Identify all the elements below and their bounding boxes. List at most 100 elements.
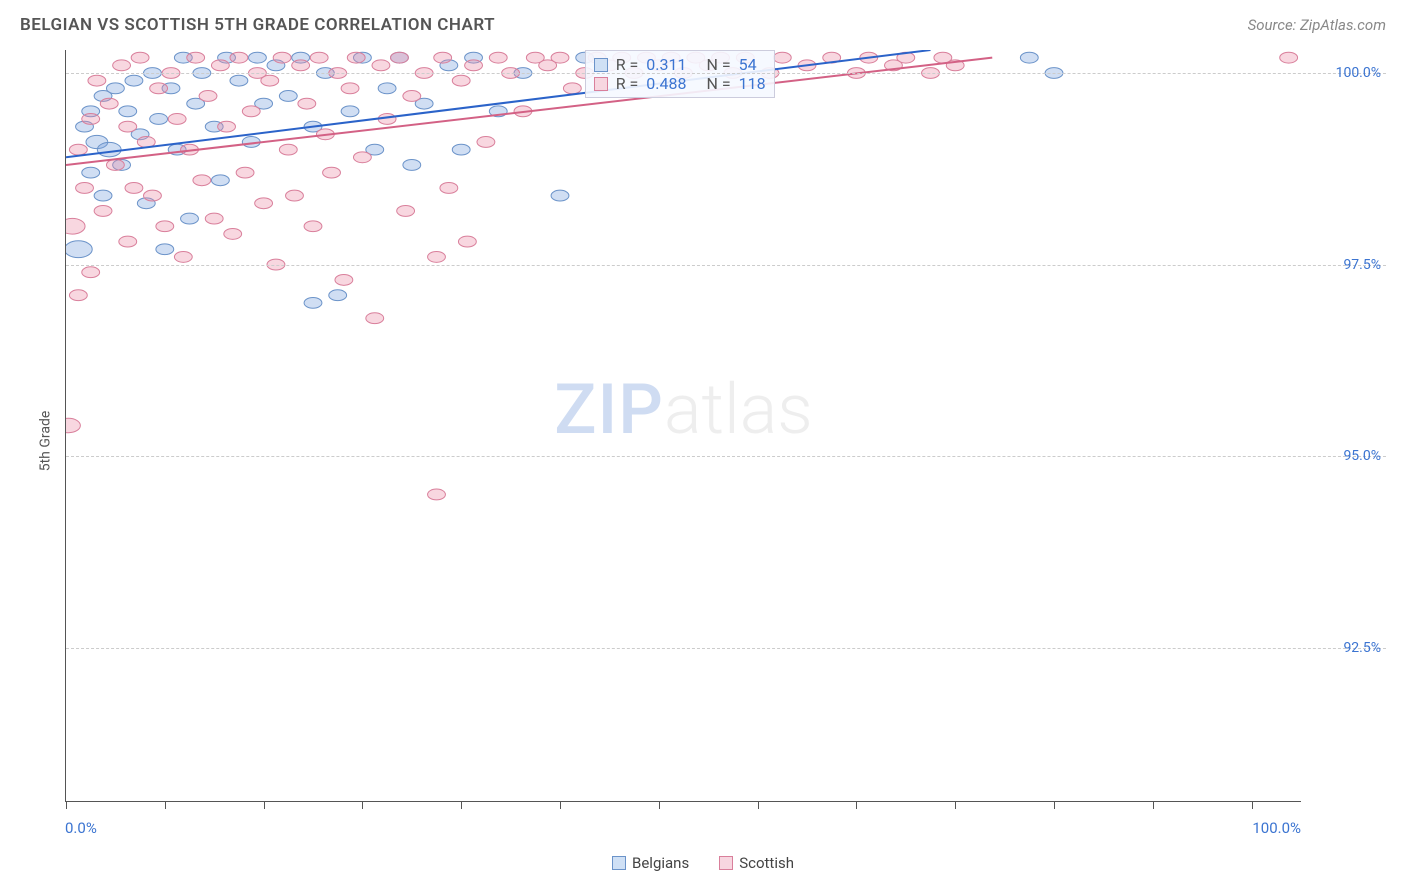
stat-n-value: 54	[739, 55, 757, 74]
legend-item: Belgians	[612, 854, 689, 872]
data-point	[279, 91, 297, 102]
data-point	[551, 190, 569, 201]
chart-title: BELGIAN VS SCOTTISH 5TH GRADE CORRELATIO…	[20, 15, 495, 35]
stat-r-value: 0.488	[646, 74, 686, 93]
data-point	[94, 206, 112, 217]
data-point	[403, 160, 421, 171]
y-tick-label: 97.5%	[1311, 257, 1381, 273]
legend-label: Belgians	[632, 854, 689, 872]
y-tick-label: 92.5%	[1311, 640, 1381, 656]
data-point	[465, 60, 483, 71]
data-point	[119, 121, 137, 132]
data-point	[168, 114, 186, 125]
plot-wrap: 5th Grade ZIPatlas R = 0.311 N = 54 R = …	[55, 50, 1386, 832]
data-point	[563, 83, 581, 94]
data-point	[156, 244, 174, 255]
data-point	[97, 142, 121, 156]
data-point	[341, 106, 359, 117]
legend-stats-row: R = 0.311 N = 54	[594, 55, 766, 74]
y-axis-title: 5th Grade	[37, 411, 53, 472]
data-point	[119, 236, 137, 247]
data-point	[434, 52, 452, 63]
data-point	[119, 106, 137, 117]
chart-header: BELGIAN VS SCOTTISH 5TH GRADE CORRELATIO…	[20, 15, 1386, 35]
data-point	[310, 52, 328, 63]
data-point	[458, 236, 476, 247]
stat-r-value: 0.311	[646, 55, 686, 74]
x-axis-max-label: 100.0%	[1252, 819, 1301, 837]
legend-swatch	[594, 58, 608, 72]
data-point	[347, 52, 365, 63]
data-point	[286, 190, 304, 201]
x-tick	[560, 801, 561, 809]
data-point	[69, 290, 87, 301]
data-point	[353, 152, 371, 163]
stat-r-label: R =	[616, 74, 639, 93]
data-point	[428, 489, 446, 500]
data-point	[372, 60, 390, 71]
data-point	[391, 52, 409, 63]
data-point	[144, 190, 162, 201]
x-tick	[461, 801, 462, 809]
data-point	[82, 114, 100, 125]
x-axis-labels: 0.0% 100.0%	[65, 817, 1301, 837]
data-point	[82, 167, 100, 178]
data-point	[150, 114, 168, 125]
y-tick-label: 100.0%	[1311, 65, 1381, 81]
data-point	[440, 183, 458, 194]
data-point	[279, 144, 297, 155]
gridline	[66, 73, 1386, 74]
gridline	[66, 265, 1386, 266]
data-point	[174, 251, 192, 262]
legend-item: Scottish	[719, 854, 794, 872]
stat-r-label: R =	[616, 55, 639, 74]
scatter-svg	[66, 50, 1301, 801]
legend-swatch	[612, 856, 626, 870]
data-point	[106, 160, 124, 171]
data-point	[224, 228, 242, 239]
data-point	[261, 75, 279, 86]
data-point	[150, 83, 168, 94]
x-tick	[66, 801, 67, 809]
legend-stats-box: R = 0.311 N = 54 R = 0.488 N = 118	[585, 50, 775, 98]
data-point	[69, 144, 87, 155]
data-point	[82, 267, 100, 278]
x-tick	[1054, 801, 1055, 809]
data-point	[403, 91, 421, 102]
data-point	[366, 313, 384, 324]
data-point	[329, 290, 347, 301]
x-tick	[955, 801, 956, 809]
data-point	[66, 218, 85, 234]
data-point	[335, 274, 353, 285]
data-point	[125, 75, 143, 86]
data-point	[1280, 52, 1298, 63]
data-point	[113, 60, 131, 71]
data-point	[205, 213, 223, 224]
data-point	[773, 52, 791, 63]
data-point	[551, 52, 569, 63]
x-tick	[1252, 801, 1253, 809]
data-point	[489, 52, 507, 63]
data-point	[66, 241, 92, 258]
x-tick	[165, 801, 166, 809]
data-point	[477, 137, 495, 148]
chart-source: Source: ZipAtlas.com	[1248, 16, 1386, 34]
legend-swatch	[594, 77, 608, 91]
x-tick	[758, 801, 759, 809]
data-point	[249, 52, 267, 63]
data-point	[211, 175, 229, 186]
data-point	[255, 198, 273, 209]
data-point	[230, 75, 248, 86]
data-point	[452, 144, 470, 155]
legend-swatch	[719, 856, 733, 870]
data-point	[131, 52, 149, 63]
data-point	[304, 297, 322, 308]
data-point	[106, 83, 124, 94]
data-point	[88, 75, 106, 86]
data-point	[156, 221, 174, 232]
data-point	[236, 167, 254, 178]
data-point	[199, 91, 217, 102]
gridline	[66, 648, 1386, 649]
data-point	[452, 75, 470, 86]
data-point	[187, 52, 205, 63]
